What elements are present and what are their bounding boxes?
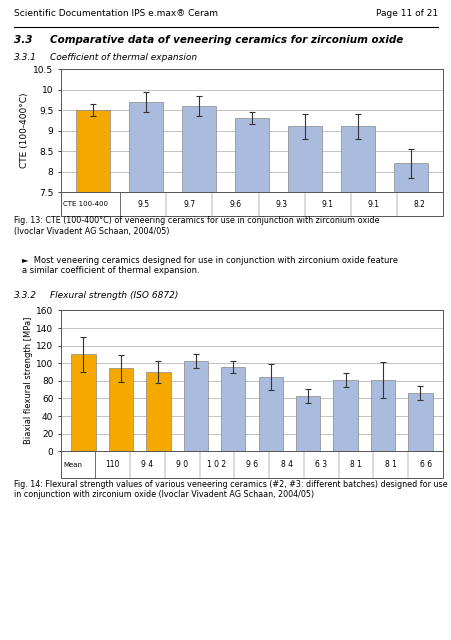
Text: 9 0: 9 0 bbox=[176, 460, 188, 469]
Y-axis label: CTE (100-400°C): CTE (100-400°C) bbox=[20, 93, 29, 168]
Text: 1 0 2: 1 0 2 bbox=[207, 460, 226, 469]
Text: 3.3.2: 3.3.2 bbox=[14, 291, 37, 300]
Bar bbox=[221, 367, 245, 451]
Text: 9.1: 9.1 bbox=[367, 200, 379, 209]
Text: Scientific Documentation IPS e.max® Ceram: Scientific Documentation IPS e.max® Cera… bbox=[14, 9, 217, 18]
Text: 3.3: 3.3 bbox=[14, 35, 32, 45]
Text: Comparative data of veneering ceramics for zirconium oxide: Comparative data of veneering ceramics f… bbox=[50, 35, 402, 45]
Text: 9 6: 9 6 bbox=[245, 460, 257, 469]
Text: Coefficient of thermal expansion: Coefficient of thermal expansion bbox=[50, 52, 196, 61]
Bar bbox=[295, 396, 320, 451]
Text: Page 11 of 21: Page 11 of 21 bbox=[376, 9, 437, 18]
Text: Fig. 14: Flexural strength values of various veneering ceramics (#2, #3: differe: Fig. 14: Flexural strength values of var… bbox=[14, 480, 446, 499]
Bar bbox=[181, 106, 216, 499]
Bar bbox=[183, 362, 207, 451]
Bar bbox=[407, 393, 432, 451]
Text: 9.7: 9.7 bbox=[183, 200, 195, 209]
Text: Fig. 13: CTE (100-400°C) of veneering ceramics for use in conjunction with zirco: Fig. 13: CTE (100-400°C) of veneering ce… bbox=[14, 216, 378, 236]
Bar bbox=[234, 118, 269, 499]
Text: 6 3: 6 3 bbox=[314, 460, 327, 469]
Bar bbox=[258, 377, 282, 451]
Text: 9 4: 9 4 bbox=[141, 460, 153, 469]
Text: 9.1: 9.1 bbox=[321, 200, 333, 209]
Text: 3.3.1: 3.3.1 bbox=[14, 52, 37, 61]
Bar bbox=[129, 102, 163, 499]
Bar bbox=[340, 127, 374, 499]
Text: 8 1: 8 1 bbox=[384, 460, 396, 469]
Text: Mean: Mean bbox=[63, 461, 82, 468]
Y-axis label: Biaxial flexural strength [MPa]: Biaxial flexural strength [MPa] bbox=[24, 317, 33, 445]
Text: 9.5: 9.5 bbox=[137, 200, 149, 209]
Text: ►  Most veneering ceramics designed for use in conjunction with zirconium oxide : ► Most veneering ceramics designed for u… bbox=[22, 256, 397, 275]
Bar bbox=[393, 163, 428, 499]
Bar bbox=[370, 380, 394, 451]
Bar bbox=[109, 369, 133, 451]
Bar bbox=[71, 355, 96, 451]
Text: 110: 110 bbox=[106, 460, 120, 469]
Text: CTE 100-400: CTE 100-400 bbox=[63, 201, 108, 207]
Bar bbox=[146, 372, 170, 451]
Bar bbox=[333, 380, 357, 451]
Text: 9.3: 9.3 bbox=[275, 200, 287, 209]
Text: 9.6: 9.6 bbox=[229, 200, 241, 209]
Text: 8 1: 8 1 bbox=[350, 460, 361, 469]
Text: 8.2: 8.2 bbox=[413, 200, 425, 209]
Text: Flexural strength (ISO 6872): Flexural strength (ISO 6872) bbox=[50, 291, 178, 300]
Bar bbox=[75, 110, 110, 499]
Bar bbox=[287, 127, 322, 499]
Text: 6 6: 6 6 bbox=[419, 460, 431, 469]
Text: 8 4: 8 4 bbox=[280, 460, 292, 469]
